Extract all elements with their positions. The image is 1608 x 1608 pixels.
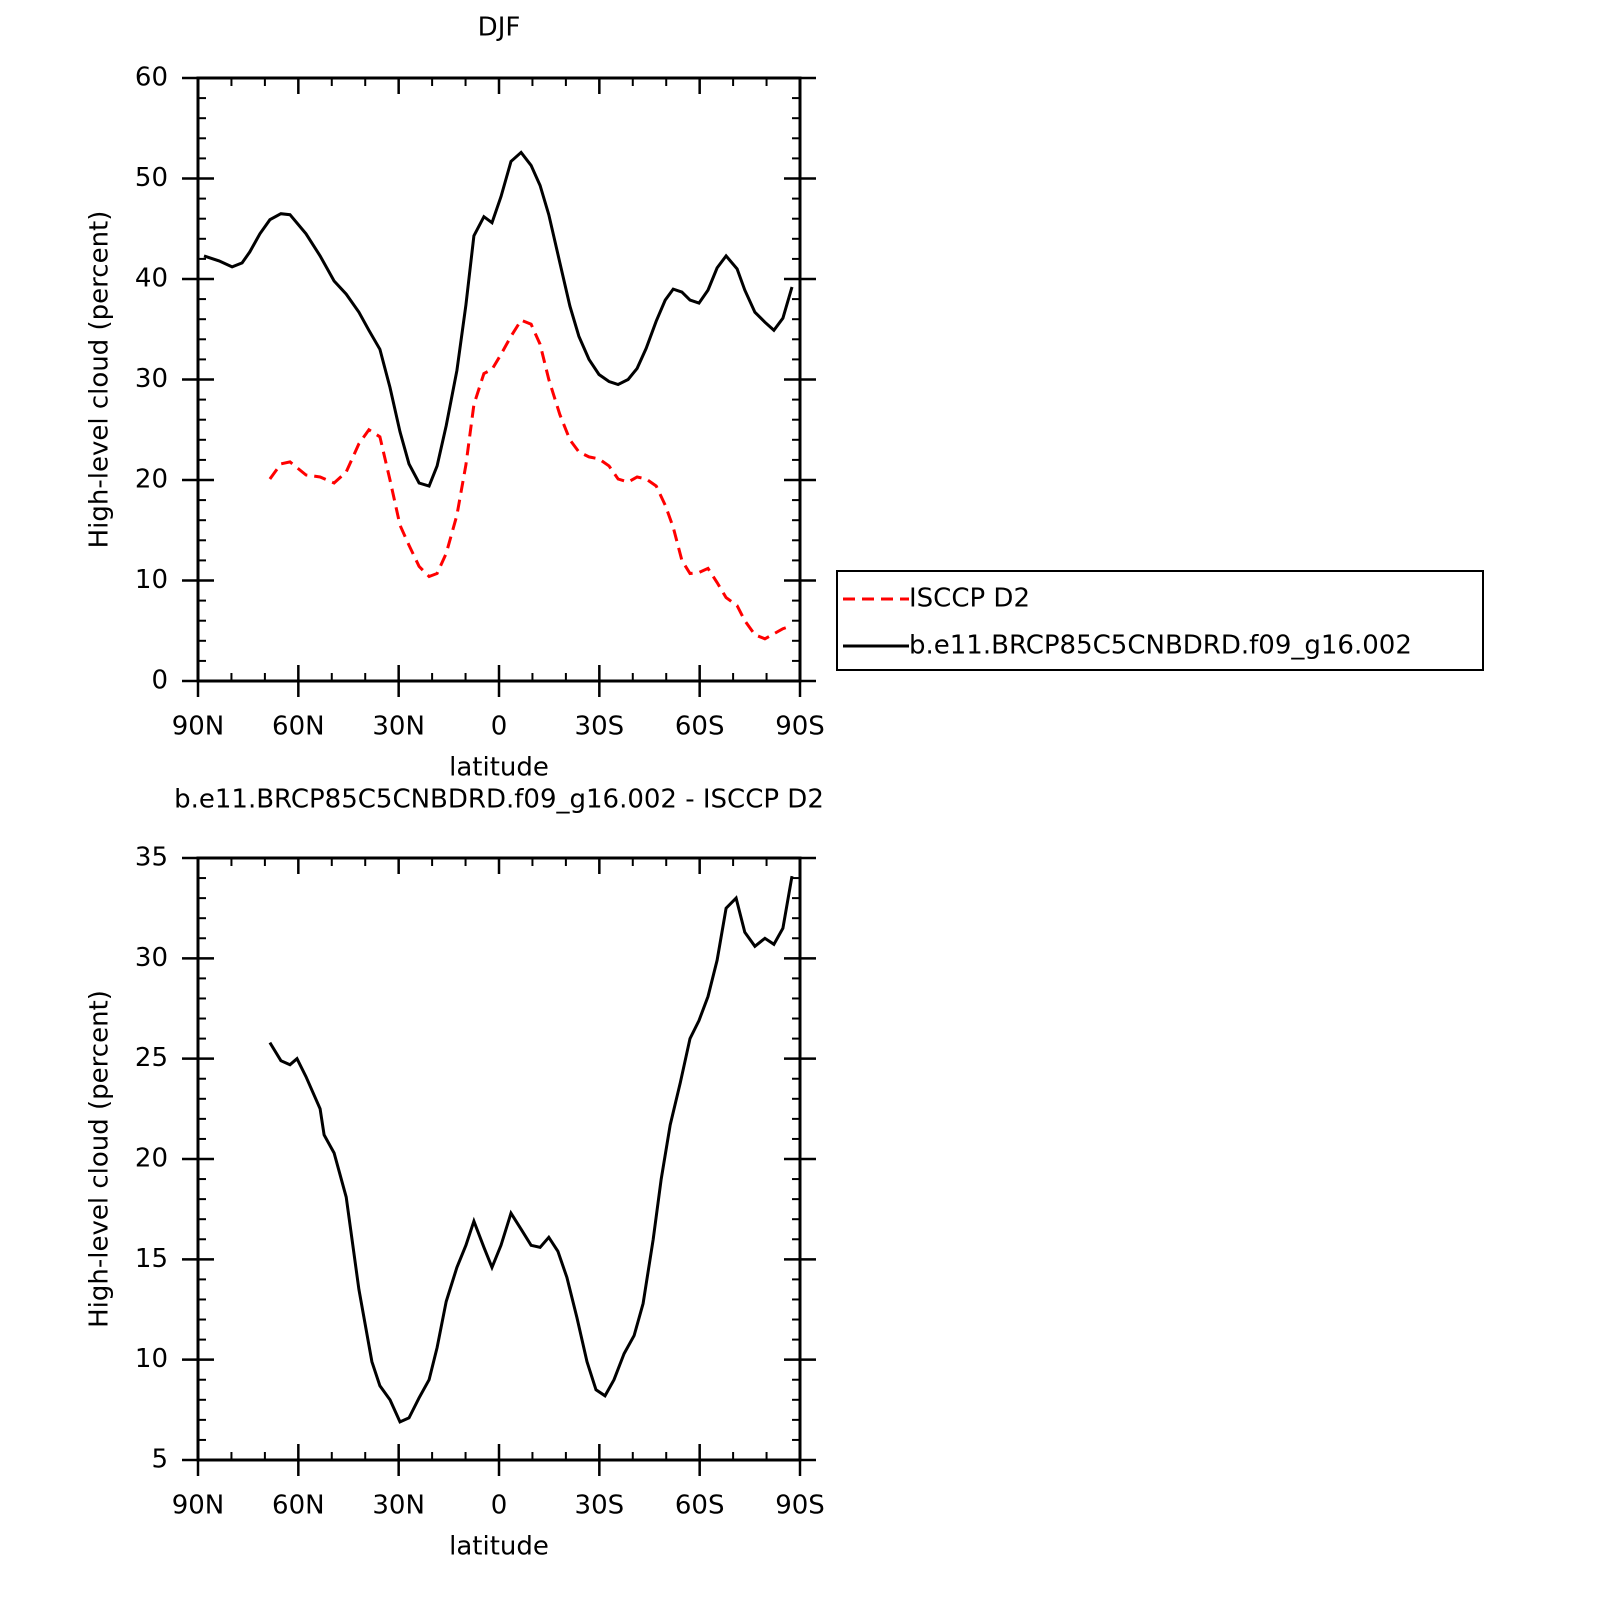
legend-label: ISCCP D2 — [909, 584, 1030, 614]
x-tick-label: 60S — [675, 712, 725, 742]
y-tick-label: 0 — [151, 666, 168, 696]
y-tick-label: 5 — [151, 1445, 168, 1475]
y-tick-label: 25 — [135, 1043, 168, 1073]
x-tick-label: 30S — [575, 1491, 625, 1521]
data-line — [268, 875, 794, 1424]
x-tick-label: 0 — [491, 712, 508, 742]
x-tick-label: 90S — [775, 712, 825, 742]
y-tick-label: 15 — [135, 1244, 168, 1274]
chart-title: b.e11.BRCP85C5CNBDRD.f09_g16.002 - ISCCP… — [174, 785, 824, 815]
x-tick-label: 0 — [491, 1491, 508, 1521]
x-tick-label: 90S — [775, 1491, 825, 1521]
y-tick-label: 20 — [135, 1144, 168, 1174]
y-tick-label: 50 — [135, 163, 168, 193]
y-axis-label: High-level cloud (percent) — [85, 211, 115, 549]
y-tick-label: 30 — [135, 364, 168, 394]
x-tick-label: 30N — [372, 1491, 425, 1521]
data-line — [268, 318, 793, 641]
data-line — [203, 150, 794, 488]
y-tick-label: 60 — [135, 63, 168, 93]
y-tick-label: 20 — [135, 465, 168, 495]
legend-box — [836, 570, 1484, 671]
x-tick-label: 60S — [675, 1491, 725, 1521]
y-axis-label: High-level cloud (percent) — [85, 990, 115, 1328]
chart-title: DJF — [478, 13, 521, 43]
plot-frame — [196, 76, 802, 683]
x-tick-label: 30S — [575, 712, 625, 742]
x-tick-label: 60N — [272, 1491, 325, 1521]
x-tick-label: 30N — [372, 712, 425, 742]
y-tick-label: 40 — [135, 264, 168, 294]
plot-frame — [196, 856, 802, 1462]
x-axis-label: latitude — [449, 1532, 549, 1561]
y-tick-label: 30 — [135, 943, 168, 973]
x-tick-label: 90N — [172, 1491, 225, 1521]
x-axis-label: latitude — [449, 753, 549, 783]
y-tick-label: 10 — [135, 565, 168, 595]
y-tick-label: 35 — [135, 843, 168, 873]
legend-label: b.e11.BRCP85C5CNBDRD.f09_g16.002 — [909, 631, 1412, 661]
x-tick-label: 60N — [272, 712, 325, 742]
y-tick-label: 10 — [135, 1344, 168, 1374]
figure: DJF latitude High-level cloud (percent) 0 10… — [85, 13, 1484, 1561]
x-tick-label: 90N — [172, 712, 225, 742]
